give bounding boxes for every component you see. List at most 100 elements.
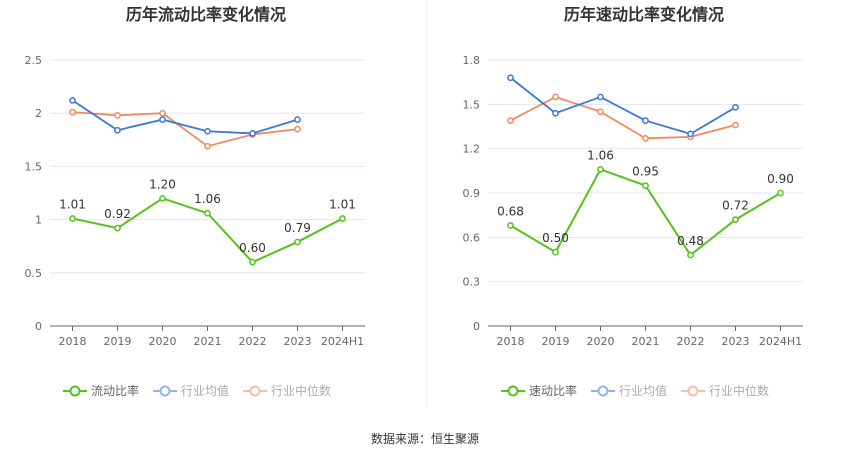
y-tick-label: 0.5	[25, 267, 43, 280]
y-tick-label: 1	[35, 214, 42, 227]
legend-marker-icon	[159, 385, 171, 397]
industry-average-series-point	[159, 116, 166, 123]
y-tick-label: 0	[35, 320, 42, 333]
x-tick-label: 2021	[194, 335, 222, 348]
main-series-point	[339, 215, 346, 222]
main-series-point	[159, 194, 166, 202]
industry-median-series-point	[114, 111, 121, 119]
x-tick-label: 2022	[239, 335, 267, 348]
data-label: 0.90	[767, 172, 794, 186]
industry-average-series-point	[552, 109, 559, 117]
y-tick-label: 0.3	[463, 276, 481, 289]
industry-median-series-line	[510, 95, 736, 140]
legend-label: 行业均值	[619, 383, 667, 398]
y-tick-label: 1.8	[463, 54, 481, 67]
x-tick-label: 2023	[722, 335, 750, 348]
industry-average-series-line	[509, 77, 736, 135]
industry-average-series-point	[114, 126, 121, 134]
y-tick-label: 0.6	[463, 231, 481, 244]
x-tick-label: 2024H1	[759, 335, 802, 348]
legend-item: 行业均值	[153, 383, 229, 398]
industry-average-series-point	[642, 117, 649, 124]
legend-marker-icon	[597, 385, 609, 397]
legend-item: 行业均值	[591, 383, 667, 398]
main-series-point	[552, 248, 559, 256]
legend-label: 行业均值	[181, 383, 229, 398]
chart-title: 历年速动比率变化情况	[564, 5, 724, 24]
main-series-point	[69, 215, 76, 222]
industry-median-series-point	[159, 109, 166, 117]
main-series-point	[642, 182, 649, 189]
x-tick-label: 2018	[497, 335, 525, 348]
industry-average-series-point	[294, 116, 301, 123]
legend-item: 行业中位数	[681, 383, 769, 398]
legend-label: 行业中位数	[271, 383, 331, 398]
x-tick-label: 2019	[542, 335, 570, 348]
legend-marker-icon	[507, 385, 519, 397]
industry-average-series-point	[597, 93, 604, 101]
industry-average-series-point	[687, 130, 694, 138]
data-label: 0.48	[677, 234, 704, 248]
legend-item: 行业中位数	[243, 383, 331, 398]
data-label: 1.01	[329, 198, 356, 212]
industry-median-series-point	[204, 142, 211, 150]
y-tick-label: 2.5	[25, 54, 43, 67]
data-label: 0.68	[497, 205, 524, 219]
data-label: 0.92	[104, 207, 131, 221]
industry-average-series-point	[204, 127, 211, 135]
data-label: 0.72	[722, 199, 749, 213]
main-series-point	[204, 209, 211, 217]
x-tick-label: 2024H1	[321, 335, 364, 348]
main-series-point	[597, 166, 604, 173]
y-tick-label: 0	[473, 320, 480, 333]
data-source-note: 数据来源：恒生聚源	[371, 431, 479, 446]
legend-label: 流动比率	[91, 383, 139, 398]
industry-average-series-point	[249, 130, 256, 137]
data-label: 1.06	[194, 192, 221, 206]
data-label: 1.06	[587, 148, 614, 162]
data-label: 0.95	[632, 165, 659, 179]
main-series-point	[507, 222, 514, 229]
quick-ratio-chart: 历年速动比率变化情况 0 0.3 0.6 0.9 1.2 1.5 1.8 2018 2019 202…	[463, 5, 803, 398]
legend-item: 速动比率	[501, 383, 577, 398]
legend-marker-icon	[69, 385, 81, 397]
x-tick-label: 2023	[284, 335, 312, 348]
y-tick-label: 2	[35, 107, 42, 120]
y-tick-label: 1.5	[25, 160, 43, 173]
main-series-point	[777, 189, 784, 197]
main-series-point	[687, 251, 694, 259]
y-tick-label: 1.2	[463, 143, 481, 156]
data-label: 1.20	[149, 177, 176, 191]
y-tick-label: 1.5	[463, 98, 481, 111]
industry-median-series-point	[552, 93, 559, 101]
industry-median-series-point	[597, 108, 604, 116]
chart-title: 历年流动比率变化情况	[126, 5, 286, 24]
main-series-point	[294, 238, 301, 246]
legend-label: 行业中位数	[709, 383, 769, 398]
industry-median-series-point	[69, 108, 76, 116]
x-tick-label: 2022	[677, 335, 705, 348]
main-series-point	[249, 258, 256, 266]
industry-median-series-point	[294, 125, 301, 133]
legend-marker-icon	[249, 385, 261, 397]
data-label: 0.60	[239, 241, 266, 255]
data-label: 1.01	[59, 198, 86, 212]
legend-marker-icon	[687, 385, 699, 397]
legend-item: 流动比率	[63, 383, 139, 398]
industry-average-series-point	[507, 74, 514, 82]
industry-median-series-point	[642, 134, 649, 142]
main-series-point	[114, 224, 121, 232]
main-series-point	[732, 216, 739, 223]
industry-median-series-line	[72, 111, 298, 148]
x-tick-label: 2018	[59, 335, 87, 348]
industry-median-series-point	[732, 121, 739, 129]
x-tick-label: 2020	[149, 335, 177, 348]
industry-average-series-line	[72, 99, 298, 135]
y-tick-label: 0.9	[463, 187, 481, 200]
legend-label: 速动比率	[529, 383, 577, 398]
data-label: 0.79	[284, 221, 311, 235]
industry-average-series-point	[69, 97, 76, 104]
current-ratio-chart: 历年流动比率变化情况 0 0.5 1 1.5 2 2.5 2018 2019 2020 2021 20…	[25, 5, 365, 398]
x-tick-label: 2019	[104, 335, 132, 348]
data-label: 0.50	[542, 231, 569, 245]
